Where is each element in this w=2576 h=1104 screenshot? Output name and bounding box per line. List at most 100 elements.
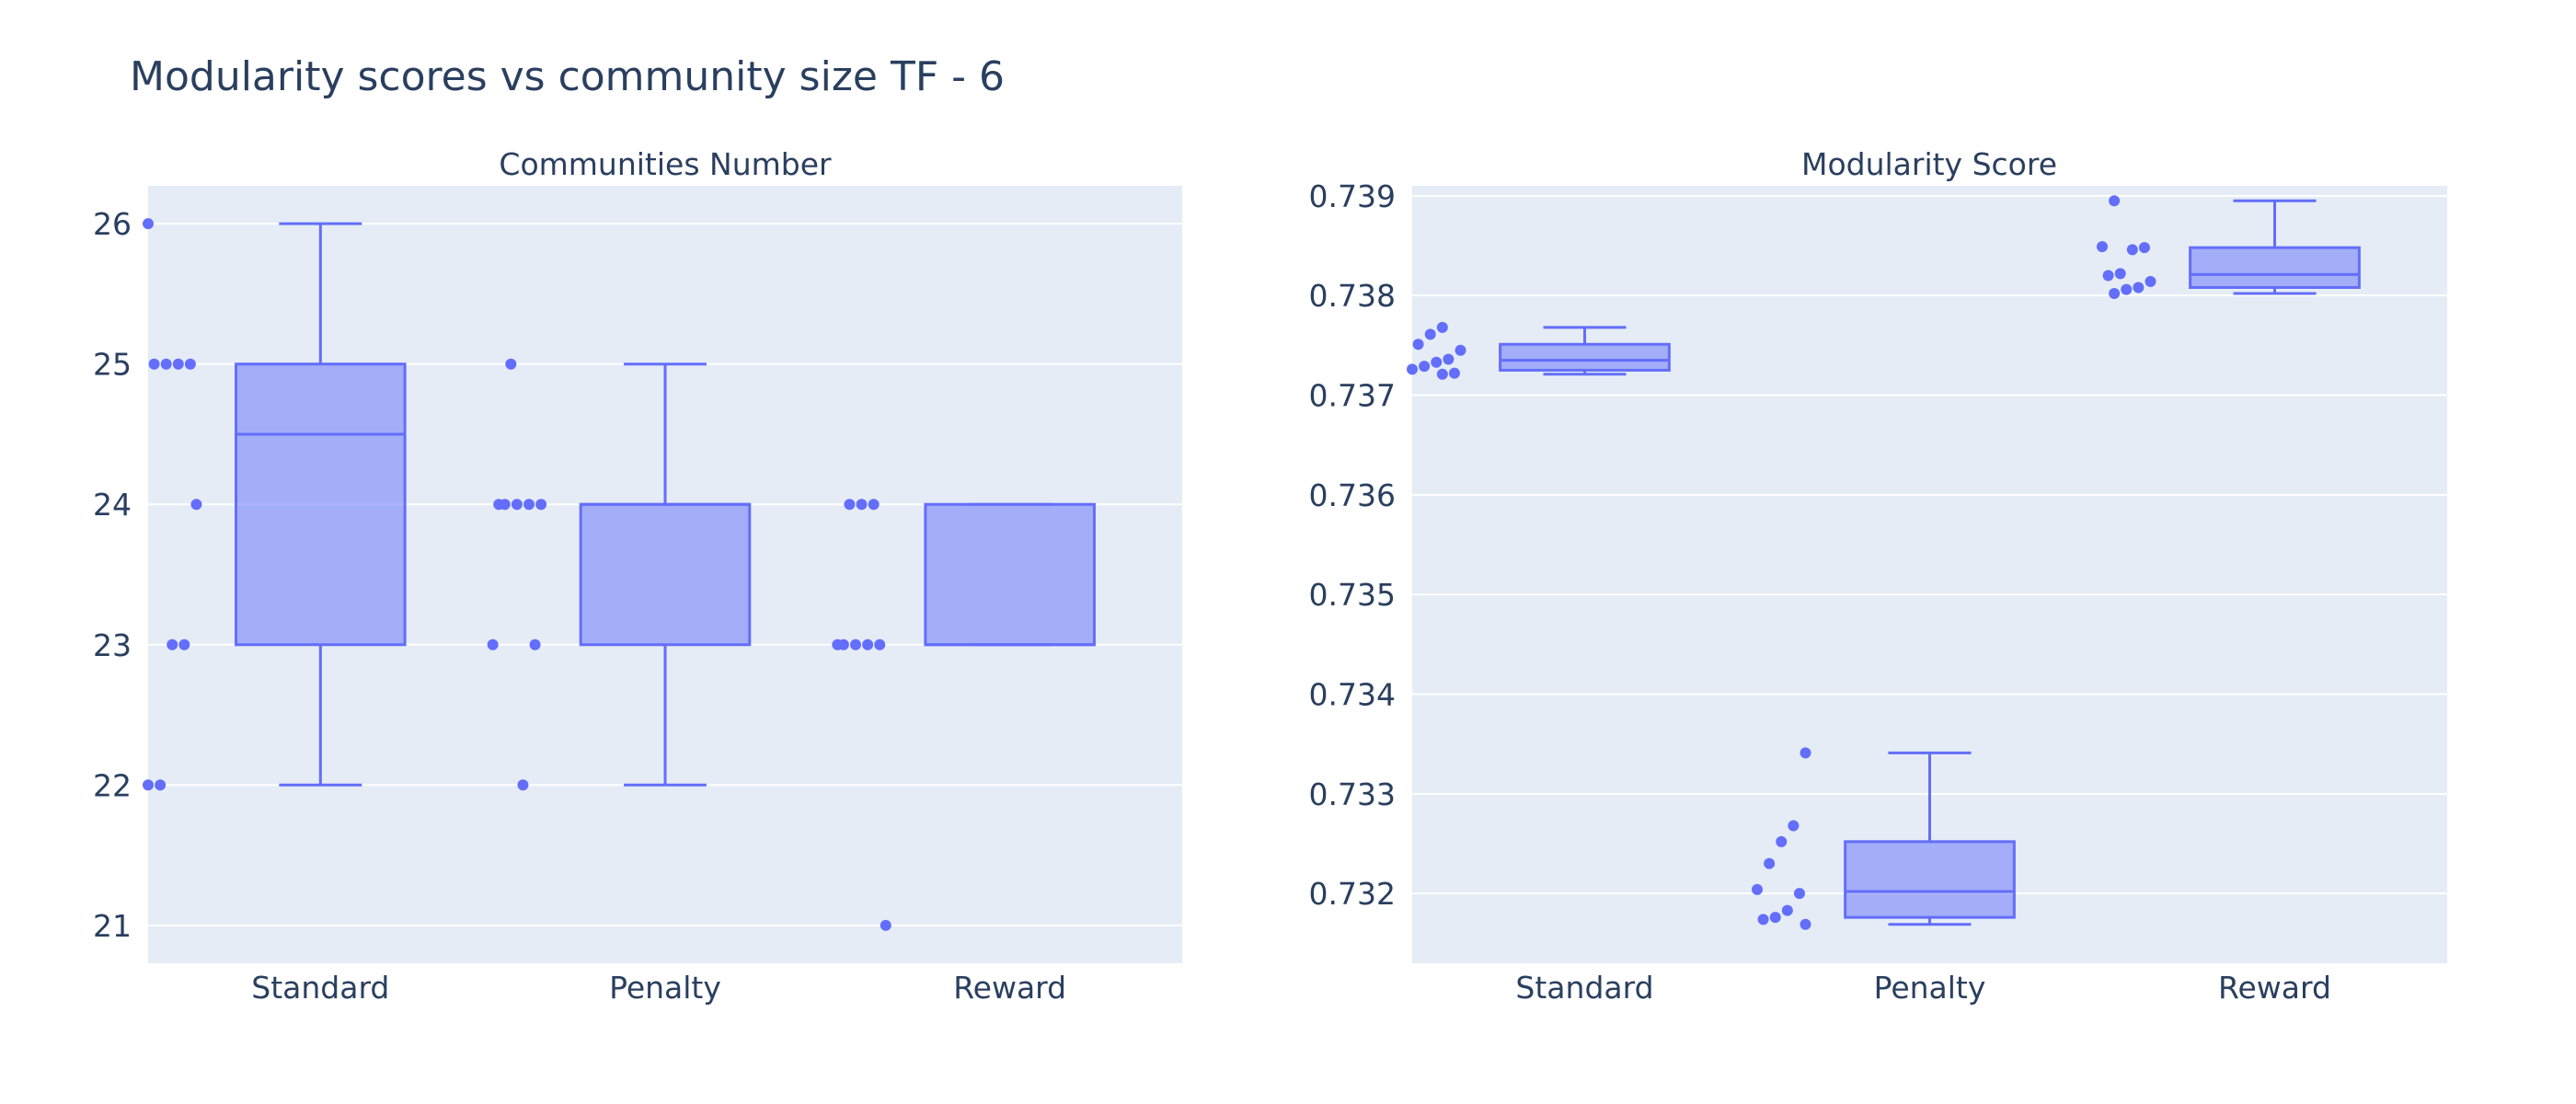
data-point [505, 358, 517, 370]
data-point [148, 358, 160, 370]
data-point [1764, 857, 1776, 869]
x-axis-communities-number: Standard Penalty Reward [251, 970, 1066, 1006]
data-point [2133, 282, 2145, 293]
x-category-label: Reward [2218, 970, 2331, 1006]
data-point [837, 638, 849, 650]
data-point [1412, 339, 1424, 351]
data-point [1800, 918, 1811, 930]
box-standard [143, 218, 407, 791]
data-point [2126, 244, 2138, 256]
marks-modularity-score [1407, 195, 2361, 930]
data-point [167, 638, 178, 650]
data-point [862, 638, 874, 650]
x-category-label: Penalty [609, 970, 721, 1006]
data-point [517, 779, 529, 791]
data-point [874, 638, 886, 650]
y-tick-label: 0.738 [1309, 278, 1396, 314]
x-axis-modularity-score: Standard Penalty Reward [1515, 970, 2331, 1006]
y-tick-label: 23 [93, 627, 132, 663]
data-point [868, 499, 880, 511]
data-point [1448, 367, 1460, 379]
data-point [172, 358, 184, 370]
y-tick-label: 0.737 [1309, 378, 1396, 414]
box-reward [2097, 195, 2361, 299]
data-point [160, 358, 172, 370]
y-tick-label: 0.733 [1309, 776, 1396, 812]
box-iqr [579, 502, 752, 647]
data-point [2114, 268, 2126, 280]
marks-communities-number [143, 218, 1096, 931]
box-iqr [1499, 342, 1671, 372]
data-point [499, 499, 511, 511]
data-point [880, 919, 891, 931]
data-point [1781, 904, 1793, 916]
data-point [2102, 270, 2114, 282]
data-point [2109, 195, 2121, 207]
panel-modularity-score: 0.732 0.733 0.734 0.735 0.736 0.737 0.738 0.739… [1309, 146, 2447, 1006]
chart-title: Modularity scores vs community size TF -… [130, 53, 1005, 100]
data-point [2121, 283, 2133, 295]
box-iqr [1844, 840, 2016, 919]
grid-modularity-score [1412, 194, 2447, 895]
x-category-label: Standard [251, 970, 389, 1006]
box-reward [832, 499, 1096, 931]
x-category-label: Penalty [1874, 970, 1986, 1006]
y-axis-modularity-score: 0.732 0.733 0.734 0.735 0.736 0.737 0.738 0.739 [1309, 178, 1396, 912]
data-point [2109, 288, 2121, 299]
box-iqr [2189, 246, 2361, 289]
data-point [1424, 328, 1436, 340]
data-point [523, 499, 535, 511]
y-tick-label: 0.734 [1309, 677, 1396, 713]
data-point [1757, 914, 1769, 926]
y-tick-label: 26 [93, 206, 132, 242]
data-point [2097, 241, 2108, 253]
data-point [1431, 356, 1443, 368]
y-tick-label: 0.736 [1309, 477, 1396, 513]
y-tick-label: 0.735 [1309, 577, 1396, 613]
data-point [1769, 912, 1781, 924]
data-point [856, 499, 868, 511]
box-penalty [1752, 747, 2016, 930]
data-point [178, 638, 190, 650]
data-point [1752, 883, 1763, 895]
data-point [1443, 353, 1455, 365]
data-point [1776, 835, 1788, 847]
x-category-label: Reward [953, 970, 1066, 1006]
data-point [190, 499, 202, 511]
data-point [850, 638, 862, 650]
data-point [143, 779, 154, 791]
data-point [155, 779, 167, 791]
data-point [1436, 321, 1448, 333]
box-standard [1407, 321, 1671, 380]
y-tick-label: 0.739 [1309, 178, 1396, 214]
box-penalty [487, 358, 752, 791]
subplot-title-communities-number: Communities Number [499, 146, 832, 182]
subplot-title-modularity-score: Modularity Score [1801, 146, 2057, 182]
y-tick-label: 24 [93, 487, 132, 523]
y-tick-label: 22 [93, 767, 132, 803]
box-iqr [235, 362, 407, 647]
data-point [184, 358, 196, 370]
box-iqr [924, 502, 1096, 647]
data-point [535, 499, 547, 511]
data-point [844, 499, 856, 511]
panel-communities-number: 21 22 23 24 25 26 Standard Penalty Reward Commu… [93, 146, 1182, 1006]
data-point [511, 499, 523, 511]
x-category-label: Standard [1515, 970, 1653, 1006]
y-axis-communities-number: 21 22 23 24 25 26 [93, 206, 132, 944]
data-point [2138, 242, 2150, 254]
data-point [1788, 820, 1800, 832]
data-point [1455, 344, 1466, 356]
y-tick-label: 21 [93, 908, 132, 944]
data-point [143, 218, 154, 230]
data-point [487, 638, 499, 650]
data-point [2145, 276, 2156, 287]
data-point [1800, 747, 1811, 759]
y-tick-label: 0.732 [1309, 876, 1396, 912]
data-point [529, 638, 541, 650]
data-point [1793, 888, 1805, 900]
y-tick-label: 25 [93, 347, 132, 383]
data-point [1436, 368, 1448, 380]
data-point [1407, 363, 1418, 375]
